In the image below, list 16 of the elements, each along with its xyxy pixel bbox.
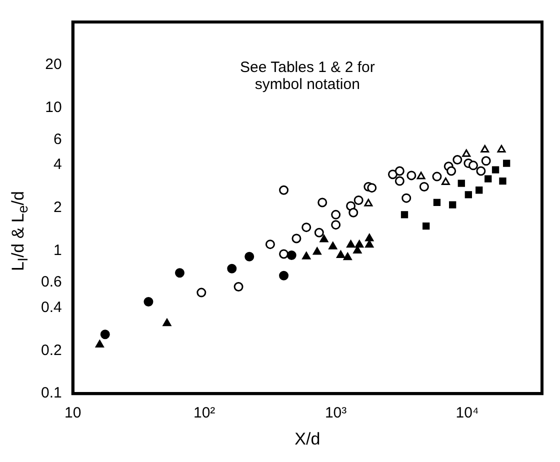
x-tick-label: 10 [64, 404, 82, 422]
y-tick-label: 1 [54, 242, 62, 259]
x-tick-label: 10⁴ [456, 404, 479, 422]
y-tick-label: 0.6 [40, 274, 62, 291]
x-tick-label: 10² [193, 404, 216, 422]
y-tick-label: 10 [45, 99, 62, 116]
y-tick-label: 0.2 [40, 342, 62, 359]
x-tick-label: 10³ [324, 404, 347, 422]
y-tick-label: 4 [54, 156, 62, 173]
y-tick-label: 2 [54, 198, 62, 216]
y-tick-label: 0.4 [40, 298, 62, 316]
annotation: See Tables 1 & 2 for symbol notation [240, 59, 375, 93]
y-tick-label: 0.1 [40, 384, 62, 402]
y-tick-label: 20 [45, 56, 62, 74]
y-tick-label: 6 [54, 130, 62, 148]
x-axis-title: X/d [294, 429, 320, 448]
